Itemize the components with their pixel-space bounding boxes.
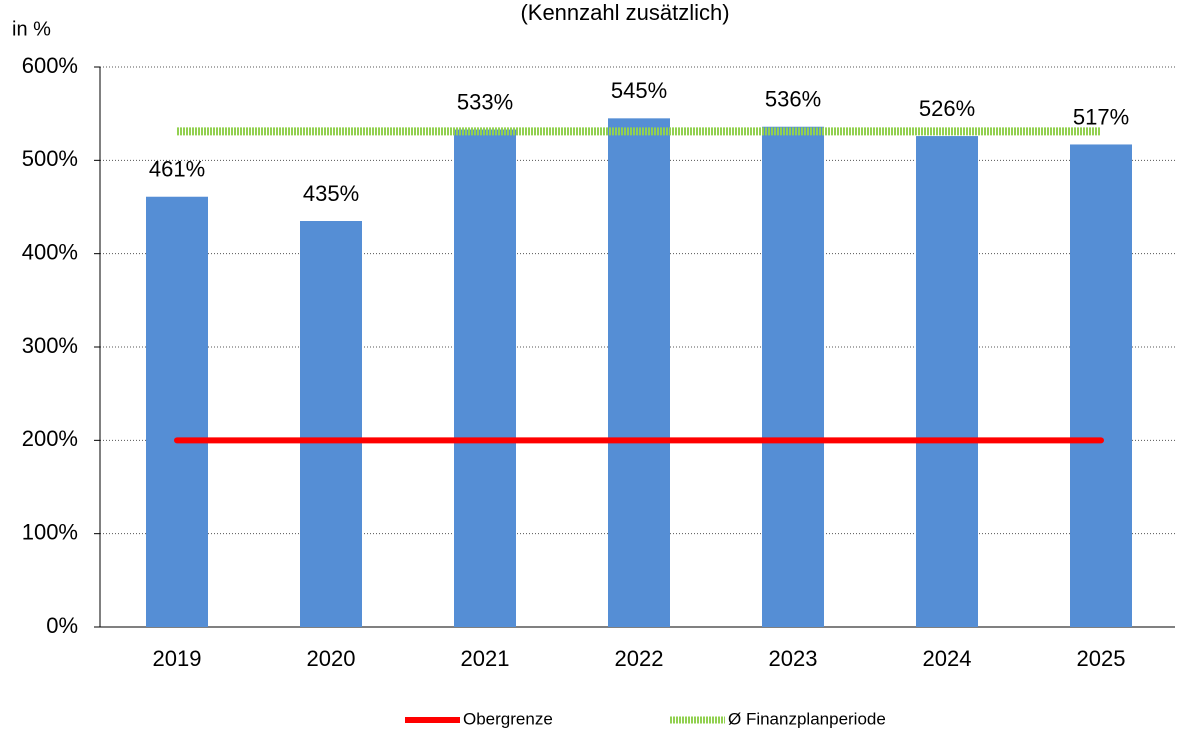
y-tick-label: 200% — [22, 426, 78, 451]
x-tick-label: 2024 — [923, 646, 972, 671]
data-label: 517% — [1073, 104, 1129, 129]
x-tick-label: 2022 — [615, 646, 664, 671]
bar — [916, 136, 978, 628]
bar — [608, 118, 670, 627]
data-label: 536% — [765, 87, 821, 112]
legend-label: Ø Finanzplanperiode — [728, 709, 886, 728]
y-tick-label: 100% — [22, 519, 78, 544]
bar — [454, 129, 516, 628]
x-tick-label: 2020 — [307, 646, 356, 671]
y-tick-label: 400% — [22, 239, 78, 264]
x-tick-label: 2019 — [153, 646, 202, 671]
y-axis-label: in % — [12, 18, 51, 40]
data-label: 545% — [611, 78, 667, 103]
data-label: 533% — [457, 89, 513, 114]
data-label: 435% — [303, 181, 359, 206]
y-tick-label: 600% — [22, 53, 78, 78]
legend-label: Obergrenze — [463, 709, 553, 728]
y-tick-label: 500% — [22, 146, 78, 171]
bar — [1070, 144, 1132, 627]
x-tick-label: 2025 — [1077, 646, 1126, 671]
x-tick-label: 2023 — [769, 646, 818, 671]
chart-title: (Kennzahl zusätzlich) — [520, 0, 729, 25]
data-label: 461% — [149, 157, 205, 182]
bar — [146, 196, 208, 627]
x-tick-label: 2021 — [461, 646, 510, 671]
bar — [762, 126, 824, 627]
y-tick-label: 300% — [22, 333, 78, 358]
y-tick-label: 0% — [46, 613, 78, 638]
data-label: 526% — [919, 96, 975, 121]
bar — [300, 221, 362, 627]
